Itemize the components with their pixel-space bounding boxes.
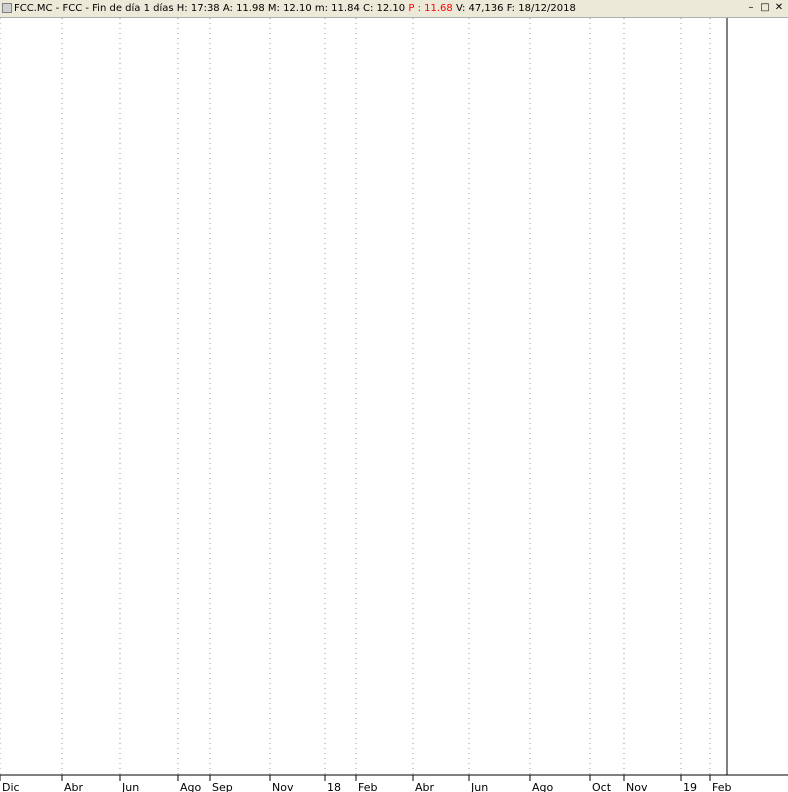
x-tick-label: Feb (358, 781, 377, 792)
date-label: F: 18/12/2018 (506, 3, 576, 14)
high-label: M: 12.10 (267, 3, 312, 14)
x-tick-label: Ago (532, 781, 554, 792)
x-tick-label: Jun (470, 781, 488, 792)
x-tick-label: Oct (592, 781, 612, 792)
close-icon[interactable]: ✕ (774, 2, 784, 13)
x-tick-label: Nov (272, 781, 294, 792)
x-tick-label: Dic (2, 781, 20, 792)
x-tick-label: Feb (712, 781, 731, 792)
x-tick-label: Nov (626, 781, 648, 792)
x-tick-label: 19 (683, 781, 697, 792)
minimize-icon[interactable]: – (748, 2, 754, 13)
x-tick-label: Abr (64, 781, 84, 792)
open-label: A: 11.98 (222, 3, 265, 14)
x-tick-label: Abr (415, 781, 435, 792)
window-titlebar: FCC.MC - FCC - Fin de día 1 días H: 17:3… (0, 0, 788, 18)
maximize-icon[interactable]: □ (760, 2, 770, 13)
volume-label: V: 47,136 (455, 3, 504, 14)
x-tick-label: Sep (212, 781, 233, 792)
x-tick-label: 18 (327, 781, 341, 792)
close-label: C: 12.10 (363, 3, 406, 14)
window-icon (2, 3, 12, 13)
low-label: m: 11.84 (314, 3, 360, 14)
price-label: P : 11.68 (408, 3, 453, 14)
x-tick-label: Jun (121, 781, 139, 792)
price-chart: 7.508.008.509.009.5010.0010.5011.0011.50… (0, 18, 788, 792)
time-label: H: 17:38 (176, 3, 220, 14)
x-tick-label: Ago (180, 781, 202, 792)
symbol-label: FCC.MC - FCC - Fin de día 1 días (14, 3, 174, 14)
window-title: FCC.MC - FCC - Fin de día 1 días H: 17:3… (14, 0, 576, 17)
